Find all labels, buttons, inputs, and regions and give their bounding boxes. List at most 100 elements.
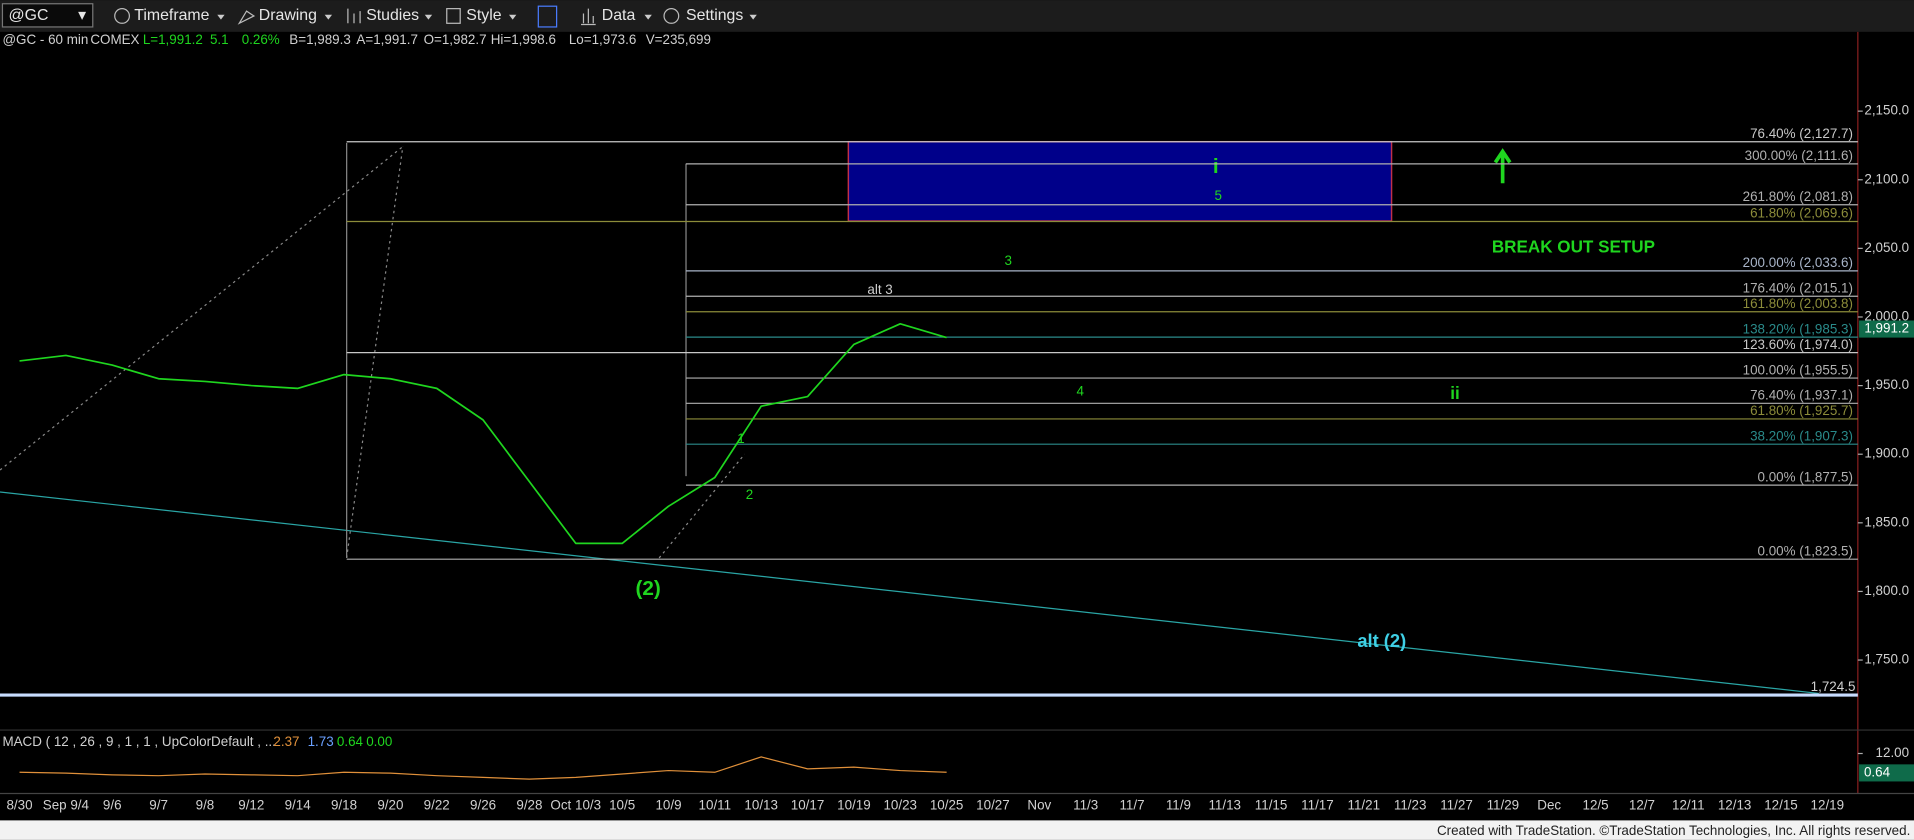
fib-label: 61.80% (2,069.6) xyxy=(1750,206,1853,221)
x-tick-label: 9/12 xyxy=(238,797,264,812)
x-tick-label: 10/11 xyxy=(699,797,732,812)
macd-tick-label: 12.00 xyxy=(1876,745,1910,760)
y-tick-label: 1,750.0 xyxy=(1864,652,1909,667)
x-tick-label: 10/27 xyxy=(976,797,1010,812)
wave-label: 3 xyxy=(1005,253,1012,268)
header-change: 5.1 xyxy=(210,32,229,47)
fib-label: 100.00% (1,955.5) xyxy=(1743,362,1853,377)
x-tick-label: 10/5 xyxy=(609,797,635,812)
wave-label: 5 xyxy=(1214,188,1221,203)
x-tick-label: 9/20 xyxy=(377,797,403,812)
x-tick-label: 9/28 xyxy=(516,797,542,812)
macd-current-box xyxy=(1859,764,1914,782)
x-tick-label: 11/23 xyxy=(1394,797,1427,812)
toolbar-button[interactable]: Style xyxy=(466,7,501,24)
symbol-box[interactable] xyxy=(1,3,94,28)
y-tick-label: 1,900.0 xyxy=(1864,446,1909,461)
fib-label: 38.20% (1,907.3) xyxy=(1750,428,1853,443)
macd-reading: 2.37 xyxy=(273,734,299,749)
x-tick-label: 9/6 xyxy=(103,797,122,812)
fib-label: 0.00% (1,877.5) xyxy=(1758,469,1853,484)
fib-label: 76.40% (2,127.7) xyxy=(1750,126,1853,141)
y-tick-label: 1,950.0 xyxy=(1864,377,1909,392)
header-volume: V=235,699 xyxy=(646,32,711,47)
x-tick-label: Nov xyxy=(1027,797,1051,812)
setup-label: BREAK OUT SETUP xyxy=(1492,237,1655,256)
x-tick-label: 9/7 xyxy=(149,797,168,812)
wave-label: (2) xyxy=(635,577,660,600)
y-tick-label: 1,800.0 xyxy=(1864,583,1909,598)
x-tick-label: 11/29 xyxy=(1487,797,1520,812)
y-tick-label: 1,850.0 xyxy=(1864,514,1909,529)
x-tick-label: 11/17 xyxy=(1301,797,1334,812)
x-tick-label: 11/3 xyxy=(1073,797,1098,812)
x-tick-label: 12/5 xyxy=(1583,797,1609,812)
macd-line xyxy=(19,756,947,780)
x-tick-label: 8/30 xyxy=(6,797,32,812)
macd-title: MACD ( 12 , 26 , 9 , 1 , 1 , UpColorDefa… xyxy=(2,734,275,749)
toolbar-icons xyxy=(114,5,680,28)
wave-label: 2 xyxy=(746,487,753,502)
x-tick-label: 9/26 xyxy=(470,797,496,812)
x-tick-label: 9/22 xyxy=(424,797,450,812)
x-tick-label: 9/14 xyxy=(285,797,312,812)
x-tick-label: 10/13 xyxy=(744,797,778,812)
header-last: L=1,991.2 xyxy=(143,32,203,47)
macd-reading: 0.00 xyxy=(366,734,392,749)
y-tick-label: 2,150.0 xyxy=(1864,103,1909,118)
header-high: Hi=1,998.6 xyxy=(491,32,556,47)
x-tick-label: 11/13 xyxy=(1208,797,1241,812)
fib-label: 61.80% (1,925.7) xyxy=(1750,403,1853,418)
toolbar-button[interactable]: Drawing xyxy=(259,7,317,24)
x-tick-label: 12/11 xyxy=(1672,797,1705,812)
fib-label: 261.80% (2,081.8) xyxy=(1743,189,1853,204)
x-tick-label: 12/15 xyxy=(1764,797,1798,812)
footer-bar xyxy=(0,820,1914,840)
toolbar-button[interactable]: Timeframe xyxy=(134,7,209,24)
wave-label: i xyxy=(1213,155,1219,178)
wave-label: alt 3 xyxy=(867,282,892,297)
toolbar-button[interactable]: Studies xyxy=(366,7,419,24)
header-low: Lo=1,973.6 xyxy=(569,32,636,47)
wave-label: alt (2) xyxy=(1357,630,1406,651)
header-ask: A=1,991.7 xyxy=(356,32,418,47)
fib-label: 123.60% (1,974.0) xyxy=(1743,337,1853,352)
macd-reading: 1.73 xyxy=(308,734,334,749)
x-tick-label: 9/18 xyxy=(331,797,357,812)
x-tick-label: 12/7 xyxy=(1629,797,1655,812)
header-bid: B=1,989.3 xyxy=(289,32,350,47)
toolbar-button[interactable]: Data xyxy=(602,7,636,24)
header-open: O=1,982.7 xyxy=(424,32,487,47)
fib-label: 161.80% (2,003.8) xyxy=(1743,296,1853,311)
fib-label: 300.00% (2,111.6) xyxy=(1745,148,1853,163)
fib-label: 138.20% (1,985.3) xyxy=(1743,321,1853,336)
x-tick-label: 12/19 xyxy=(1811,797,1845,812)
x-tick-label: 11/21 xyxy=(1348,797,1381,812)
macd-current-label: 0.64 xyxy=(1864,764,1891,779)
toolbar xyxy=(0,0,1914,32)
toolbar-button[interactable]: Settings xyxy=(686,7,743,24)
header-symbol: @GC - 60 min xyxy=(2,32,88,47)
last-price-box xyxy=(1859,320,1914,338)
x-tick-label: 12/13 xyxy=(1718,797,1752,812)
fib-label: 76.40% (1,937.1) xyxy=(1750,388,1853,403)
last-price-label: 1,991.2 xyxy=(1864,321,1909,336)
wave-label: 4 xyxy=(1077,383,1085,398)
trend-line xyxy=(0,491,1819,695)
header-exchange: COMEX xyxy=(90,32,139,47)
x-tick-label: Oct 10/3 xyxy=(550,797,601,812)
x-tick-label: 10/23 xyxy=(883,797,917,812)
support-label: 1,724.5 xyxy=(1811,679,1856,694)
x-tick-label: Sep 9/4 xyxy=(43,797,90,812)
dropdown-icon: ▾ xyxy=(78,7,86,24)
dropdown-arrows xyxy=(217,14,757,20)
wave-label: ii xyxy=(1450,384,1460,403)
symbol-input[interactable]: @GC xyxy=(9,7,49,24)
y-tick-label: 2,100.0 xyxy=(1864,171,1909,186)
up-arrow xyxy=(1493,148,1512,184)
x-tick-label: 11/15 xyxy=(1255,797,1288,812)
fib-label: 0.00% (1,823.5) xyxy=(1758,543,1853,558)
x-tick-label: 11/27 xyxy=(1440,797,1473,812)
